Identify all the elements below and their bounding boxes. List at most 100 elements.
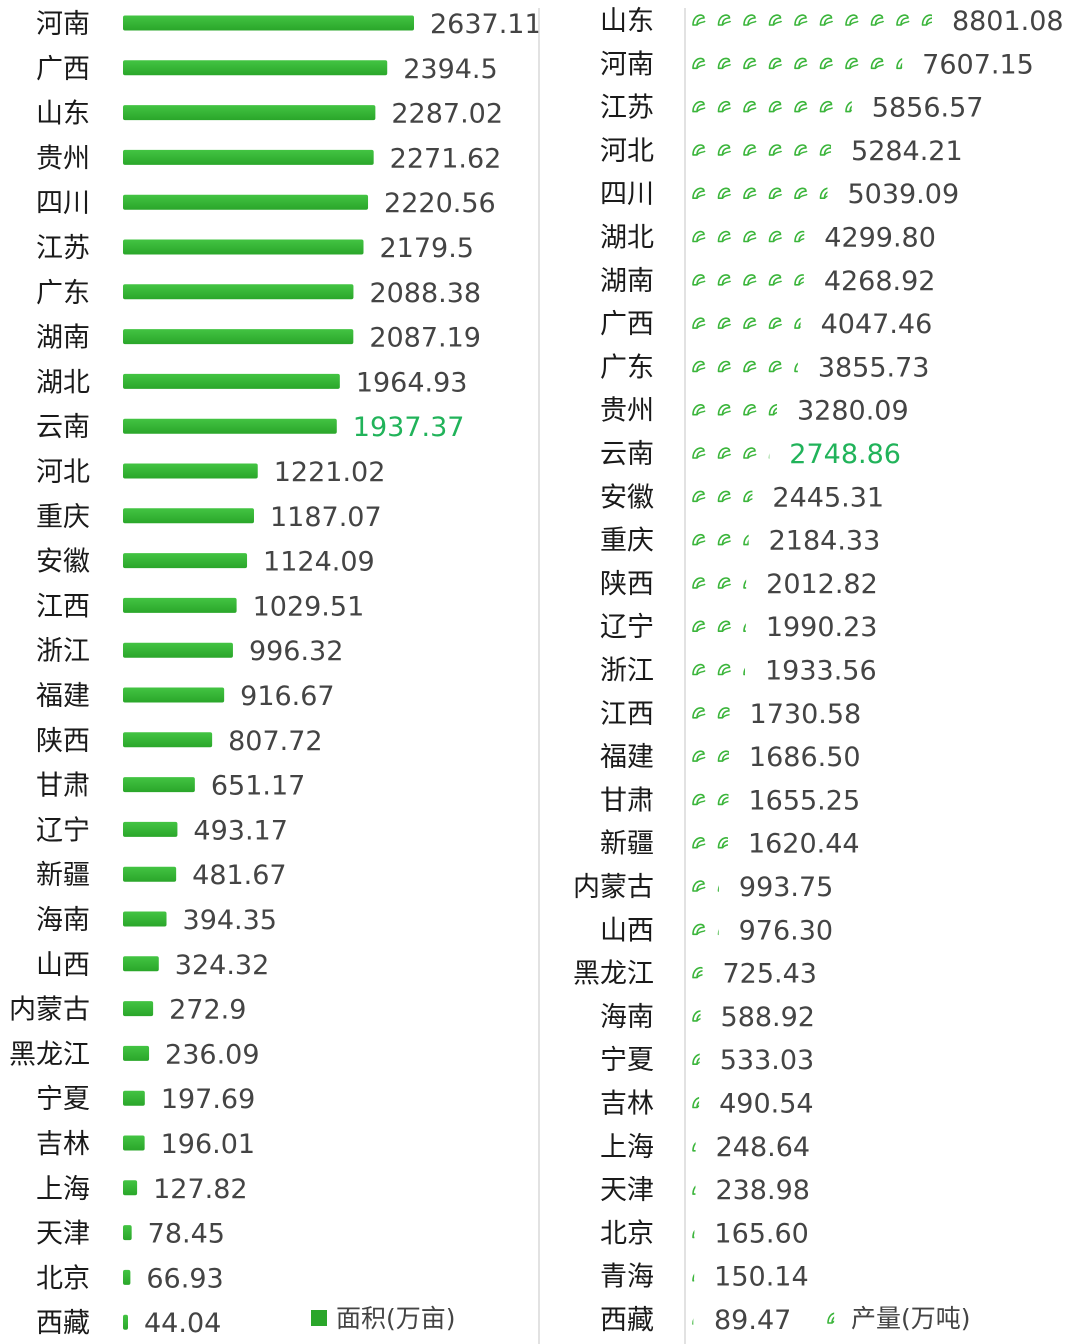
area-bar	[123, 911, 167, 927]
leaf-icon	[819, 144, 832, 156]
area-value-label: 2088.38	[369, 278, 481, 309]
area-bar	[123, 1225, 132, 1241]
leaf-icon	[819, 14, 834, 26]
leaf-icon	[692, 750, 706, 762]
leaf-icon	[921, 14, 932, 26]
leaf-icon	[896, 14, 910, 26]
area-bar	[123, 284, 354, 300]
production-value-label: 165.60	[714, 1218, 808, 1249]
leaf-icon	[692, 1097, 700, 1109]
production-value-label: 588.92	[721, 1002, 815, 1033]
area-bar	[123, 105, 376, 121]
leaf-icon	[692, 880, 706, 892]
leaf-icon	[743, 490, 753, 503]
area-value-label: 1964.93	[356, 367, 468, 398]
leaf-icon	[692, 620, 706, 632]
production-legend-label: 产量(万吨)	[851, 1304, 971, 1333]
area-value-label: 196.01	[161, 1129, 255, 1160]
production-category-label: 河南	[600, 49, 654, 80]
production-category-label: 辽宁	[600, 612, 654, 643]
leaf-icon	[692, 837, 706, 849]
production-value-label: 976.30	[739, 915, 833, 946]
production-value-label: 4299.80	[824, 223, 936, 254]
area-value-label: 2087.19	[369, 323, 481, 354]
area-bar	[123, 687, 225, 703]
leaf-icon	[743, 274, 757, 286]
production-category-label: 云南	[600, 439, 654, 470]
area-value-label: 2220.56	[384, 188, 496, 219]
leaf-icon	[692, 274, 706, 286]
area-value-label: 1221.02	[274, 457, 386, 488]
production-category-label: 山西	[600, 915, 654, 946]
area-category-label: 福建	[36, 681, 90, 712]
production-value-label: 1933.56	[765, 656, 877, 687]
production-value-label: 8801.08	[952, 6, 1064, 37]
leaf-icon	[717, 14, 732, 26]
area-value-label: 916.67	[240, 681, 334, 712]
production-category-label: 江西	[600, 699, 654, 730]
area-value-label: 1029.51	[253, 591, 365, 622]
leaf-icon	[717, 274, 732, 286]
leaf-icon	[692, 1010, 701, 1022]
production-category-label: 吉林	[600, 1089, 654, 1120]
production-category-label: 湖北	[600, 223, 654, 254]
leaf-icon	[717, 750, 729, 762]
area-value-label: 272.9	[169, 995, 246, 1026]
area-category-label: 四川	[36, 188, 90, 219]
area-bar	[123, 1180, 138, 1196]
leaf-icon	[768, 187, 783, 199]
area-bar	[123, 329, 354, 345]
production-value-label: 533.03	[720, 1045, 814, 1076]
production-value-label: 490.54	[719, 1089, 813, 1120]
area-category-label: 河南	[36, 9, 90, 40]
production-value-label: 1655.25	[748, 785, 860, 816]
leaf-icon	[692, 187, 706, 199]
area-bar	[123, 418, 337, 434]
leaf-icon	[692, 14, 706, 26]
production-value-label: 1730.58	[750, 699, 862, 730]
area-category-label: 广东	[36, 278, 90, 309]
production-value-label: 89.47	[714, 1305, 791, 1336]
area-category-label: 安徽	[36, 547, 90, 578]
leaf-icon	[743, 534, 749, 546]
area-value-label: 394.35	[183, 905, 277, 936]
area-category-label: 吉林	[36, 1129, 90, 1160]
leaf-icon	[692, 100, 706, 113]
leaf-icon	[692, 404, 706, 416]
production-category-label: 西藏	[600, 1305, 654, 1336]
leaf-icon	[819, 187, 828, 199]
production-category-label: 甘肃	[600, 785, 654, 816]
area-bar	[123, 508, 254, 524]
production-value-label: 5856.57	[872, 93, 984, 124]
area-legend-swatch	[311, 1310, 327, 1326]
leaf-icon	[692, 1273, 695, 1282]
area-value-label: 1124.09	[263, 547, 375, 578]
production-value-label: 2184.33	[769, 526, 881, 557]
area-category-label: 甘肃	[36, 771, 90, 802]
area-bar	[123, 239, 364, 255]
leaf-icon	[768, 360, 783, 373]
area-category-label: 浙江	[36, 636, 90, 667]
area-category-label: 广西	[36, 54, 90, 85]
leaf-icon	[870, 14, 885, 26]
production-category-label: 四川	[600, 179, 654, 210]
leaf-icon	[768, 404, 777, 416]
production-category-label: 贵州	[600, 396, 654, 427]
leaf-icon	[717, 577, 732, 589]
production-value-label: 2012.82	[766, 569, 878, 600]
production-category-label: 上海	[600, 1132, 654, 1163]
leaf-icon	[692, 966, 703, 979]
area-value-label: 807.72	[228, 726, 322, 757]
production-category-label: 江苏	[600, 93, 654, 124]
leaf-icon	[794, 317, 801, 329]
area-category-label: 海南	[36, 905, 90, 936]
production-category-label: 天津	[600, 1175, 654, 1206]
production-category-label: 黑龙江	[573, 959, 654, 990]
leaf-icon	[819, 100, 834, 113]
area-value-label: 2394.5	[403, 54, 497, 85]
area-bar	[123, 373, 340, 389]
production-category-label: 浙江	[600, 656, 654, 687]
production-category-label: 湖南	[600, 266, 654, 297]
area-value-label: 1937.37	[353, 412, 465, 443]
